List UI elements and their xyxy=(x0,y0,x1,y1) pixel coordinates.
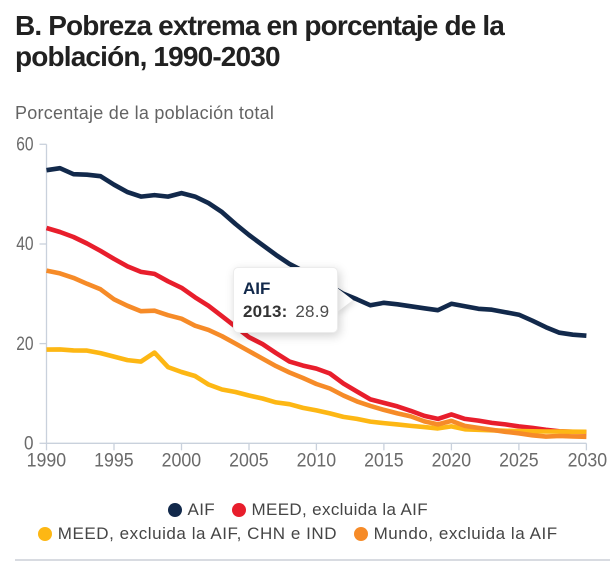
svg-text:60: 60 xyxy=(16,135,33,156)
svg-text:2030: 2030 xyxy=(568,451,608,472)
svg-text:2010: 2010 xyxy=(297,451,337,472)
svg-text:2015: 2015 xyxy=(364,451,404,472)
svg-text:1990: 1990 xyxy=(27,451,67,472)
svg-text:2025: 2025 xyxy=(499,451,539,472)
svg-text:2005: 2005 xyxy=(229,451,269,472)
svg-text:40: 40 xyxy=(16,234,33,255)
svg-text:20: 20 xyxy=(16,334,33,355)
svg-text:2000: 2000 xyxy=(162,451,202,472)
svg-text:2020: 2020 xyxy=(432,451,472,472)
svg-text:0: 0 xyxy=(24,434,34,455)
svg-text:1995: 1995 xyxy=(94,451,134,472)
